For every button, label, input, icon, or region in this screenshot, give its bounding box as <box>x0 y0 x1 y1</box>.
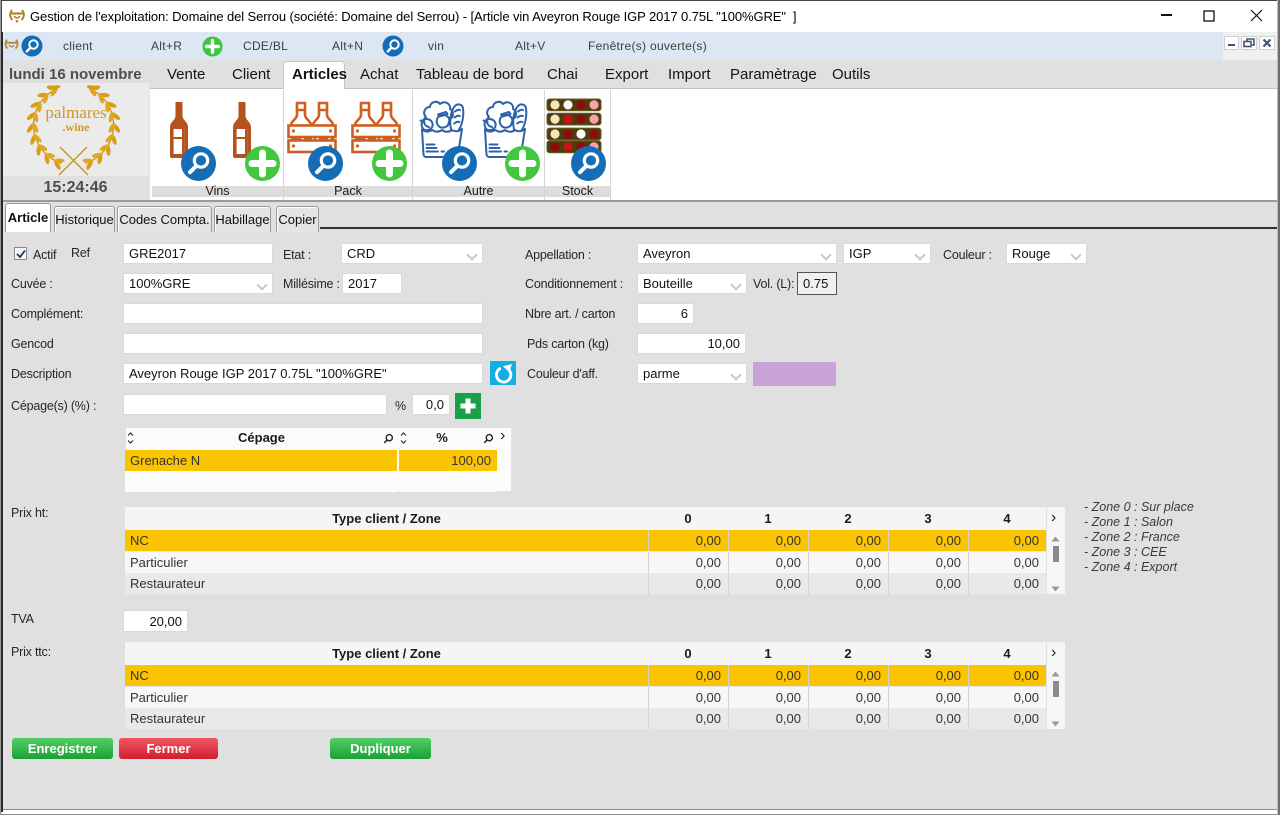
svg-text:palmares: palmares <box>45 103 106 122</box>
svg-text:.wine: .wine <box>63 120 91 134</box>
